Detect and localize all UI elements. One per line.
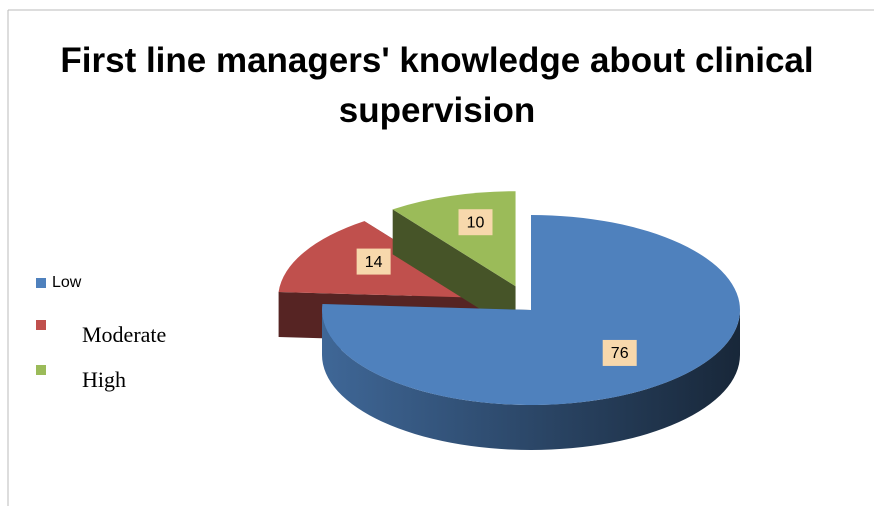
data-label: 14 (365, 254, 383, 271)
legend-label: Moderate (82, 322, 166, 347)
legend-swatch (36, 365, 46, 375)
data-label-box (458, 209, 493, 236)
data-label: 76 (611, 345, 629, 362)
slice-side (392, 209, 516, 332)
legend-label: High (82, 367, 126, 392)
slice-side (322, 310, 740, 450)
data-label: 10 (467, 214, 485, 231)
data-label-box (602, 339, 637, 366)
legend-swatch (36, 278, 46, 288)
data-label-box (356, 248, 391, 275)
chart-title: First line managers' knowledge about cli… (60, 41, 814, 130)
legend-label: Low (52, 274, 82, 291)
legend-swatch (36, 320, 46, 330)
